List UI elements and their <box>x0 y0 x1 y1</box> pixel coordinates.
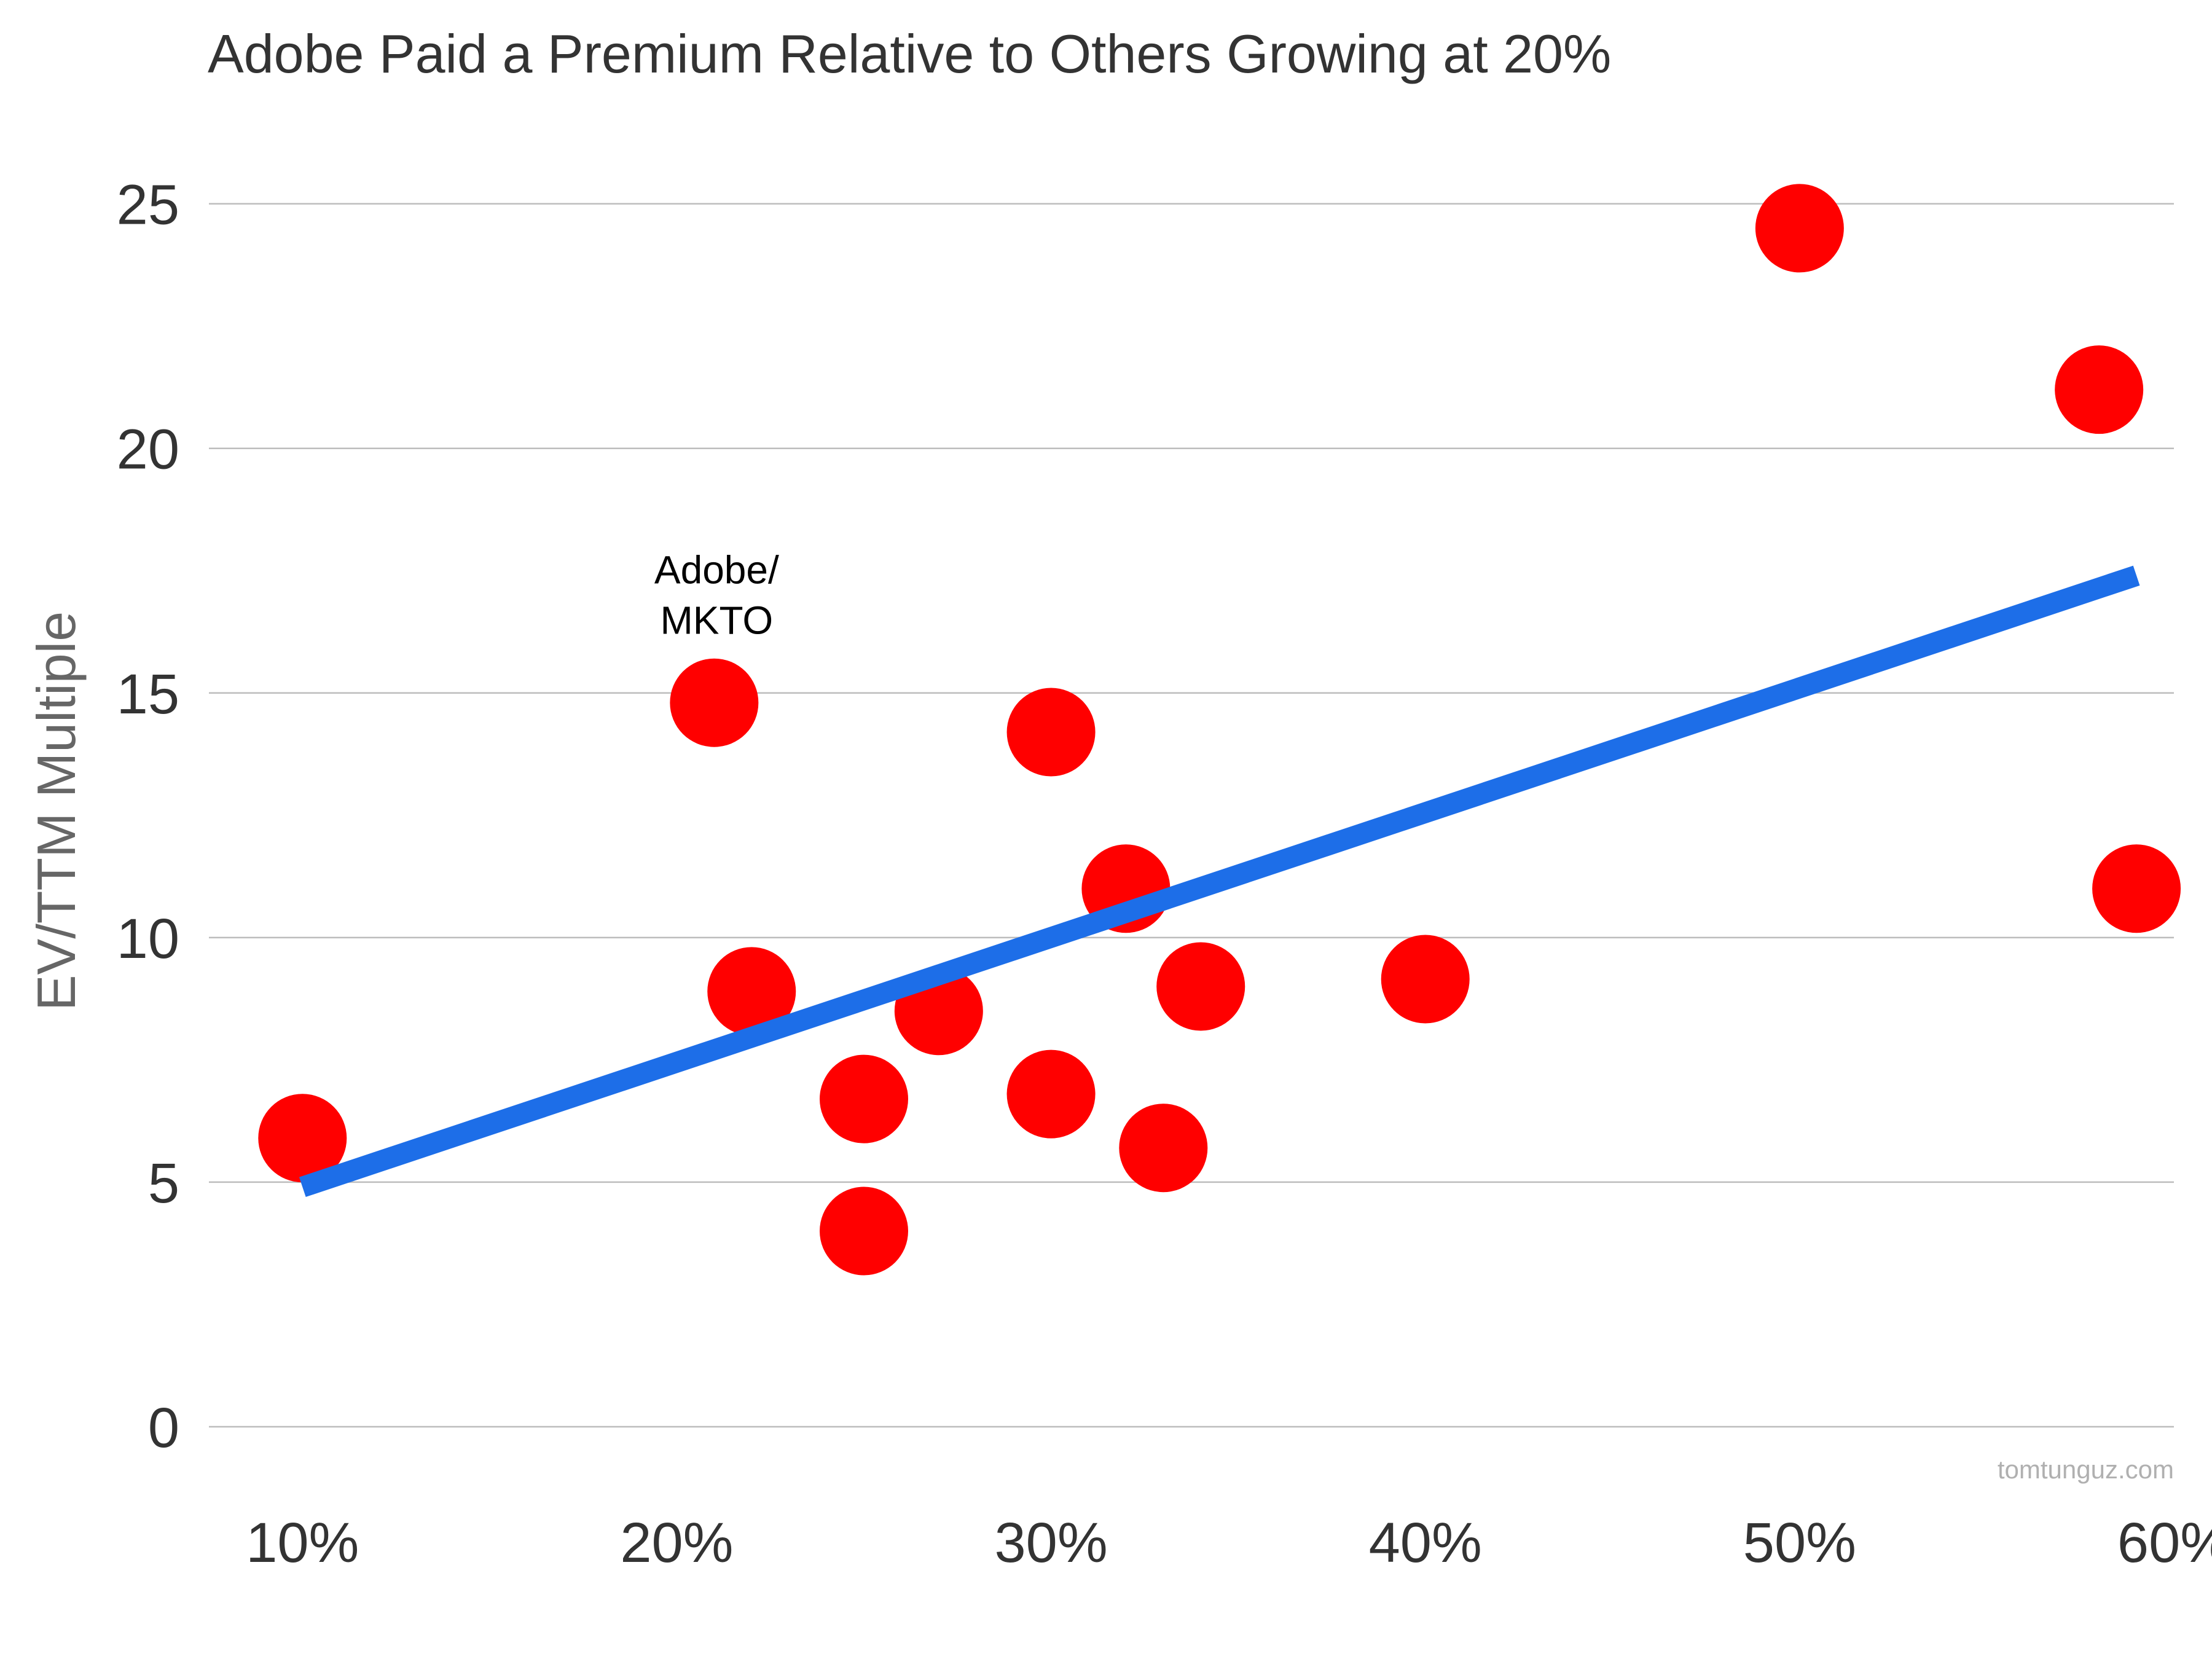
y-axis-label: EV/TTM Multiple <box>26 611 87 1011</box>
y-tick-label: 20 <box>117 418 179 481</box>
y-tick-label: 0 <box>148 1397 179 1459</box>
x-tick-label: 60% <box>2117 1512 2212 1574</box>
data-point <box>1119 1104 1208 1193</box>
x-tick-label: 40% <box>1369 1512 1482 1574</box>
data-point <box>1755 184 1844 273</box>
data-point <box>1381 935 1470 1024</box>
x-tick-label: 50% <box>1743 1512 1856 1574</box>
data-point <box>2055 345 2144 434</box>
chart-title: Adobe Paid a Premium Relative to Others … <box>208 23 1611 84</box>
data-point <box>1006 1049 1096 1139</box>
y-tick-label: 15 <box>117 663 179 726</box>
x-tick-label: 10% <box>246 1512 359 1574</box>
data-point <box>1006 688 1096 777</box>
data-point <box>670 658 759 747</box>
data-point <box>258 1094 347 1183</box>
credit-text: tomtunguz.com <box>1998 1455 2174 1484</box>
x-tick-label: 30% <box>995 1512 1108 1574</box>
data-points <box>258 184 2181 1276</box>
data-point <box>820 1186 908 1276</box>
y-tick-label: 25 <box>117 174 179 237</box>
y-tick-label: 10 <box>117 908 179 970</box>
annotation-label: MKTO <box>660 598 773 643</box>
y-tick-label: 5 <box>148 1152 179 1215</box>
annotation-label: Adobe/ <box>654 548 779 592</box>
x-axis-ticks: 10% 20% 30% 40% 50% 60% <box>246 1512 2212 1574</box>
x-tick-label: 20% <box>620 1512 733 1574</box>
y-axis-ticks: 0 5 10 15 20 25 <box>117 174 179 1459</box>
data-point <box>707 947 796 1036</box>
trendline <box>299 565 2140 1198</box>
gridlines <box>209 203 2174 1428</box>
data-point <box>1156 942 1245 1031</box>
data-point <box>820 1054 908 1143</box>
data-point <box>2092 844 2181 933</box>
annotations: Adobe/MKTO <box>654 548 779 643</box>
